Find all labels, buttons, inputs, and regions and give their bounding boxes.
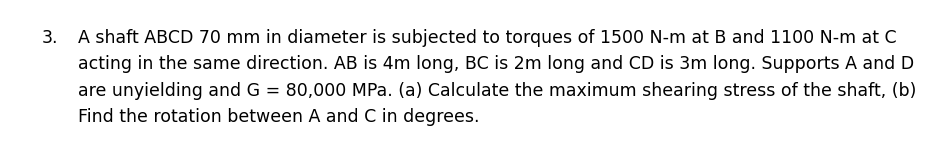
Text: A shaft ABCD 70 mm in diameter is subjected to torques of 1500 N-m at B and 1100: A shaft ABCD 70 mm in diameter is subjec… [78, 29, 897, 47]
Text: are unyielding and G = 80,000 MPa. (a) Calculate the maximum shearing stress of : are unyielding and G = 80,000 MPa. (a) C… [78, 82, 917, 100]
Text: Find the rotation between A and C in degrees.: Find the rotation between A and C in deg… [78, 109, 480, 127]
Text: acting in the same direction. AB is 4m long, BC is 2m long and CD is 3m long. Su: acting in the same direction. AB is 4m l… [78, 56, 914, 74]
Text: 3.: 3. [42, 29, 58, 47]
